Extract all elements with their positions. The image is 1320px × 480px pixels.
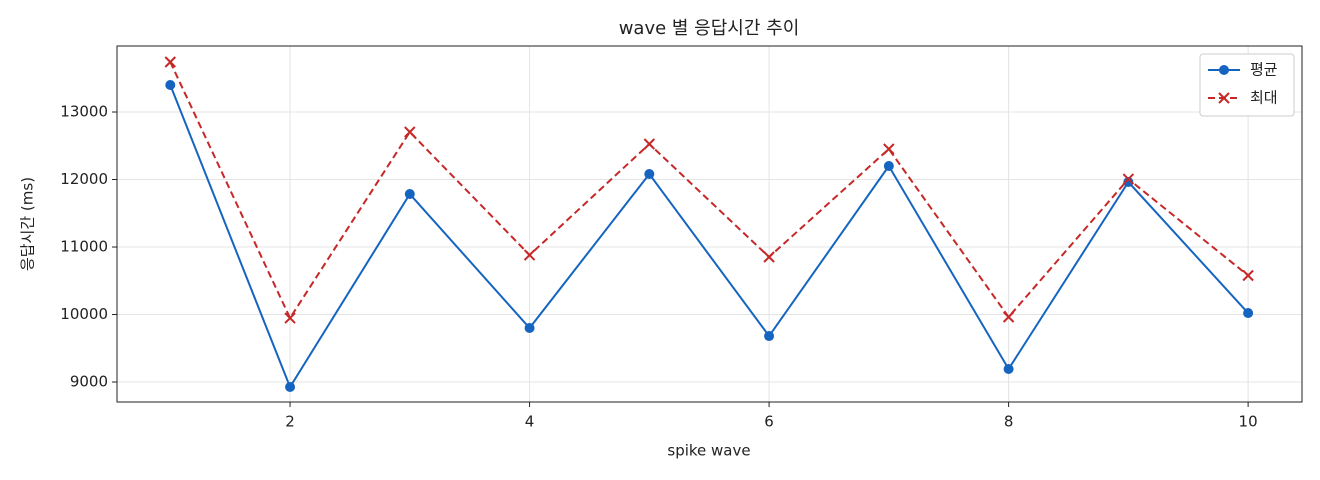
marker	[1122, 173, 1135, 185]
marker	[883, 161, 894, 172]
legend-label: 평균	[1250, 61, 1278, 79]
x-tick-label: 2	[285, 413, 295, 431]
marker	[764, 331, 775, 342]
series-line	[169, 84, 1249, 390]
marker	[883, 143, 895, 155]
x-tick-label: 10	[1239, 413, 1258, 431]
marker	[643, 138, 656, 150]
legend-box	[1199, 53, 1295, 117]
x-tick-label: 8	[1004, 413, 1014, 431]
marker	[404, 189, 415, 200]
plot-frame	[116, 45, 1303, 403]
marker	[523, 249, 536, 261]
marker	[524, 323, 535, 334]
chart-title: wave 별 응답시간 추이	[619, 18, 800, 39]
x-tick-label: 4	[525, 413, 535, 431]
marker	[644, 169, 655, 180]
legend-marker	[1219, 65, 1229, 75]
marker	[285, 382, 296, 393]
x-tick-label: 6	[764, 413, 774, 431]
marker	[1002, 311, 1015, 323]
y-axis-label: 응답시간 (ms)	[19, 177, 37, 271]
y-tick-label: 13000	[60, 103, 108, 121]
legend-label: 최대	[1250, 89, 1278, 107]
marker	[1003, 363, 1014, 374]
y-tick-label: 9000	[70, 373, 108, 391]
marker	[164, 56, 176, 68]
marker	[284, 312, 296, 324]
marker	[165, 80, 176, 91]
y-tick-label: 10000	[60, 305, 108, 323]
legend-marker	[1218, 92, 1230, 104]
y-tick-label: 11000	[60, 238, 108, 256]
marker	[1242, 269, 1254, 282]
marker	[404, 126, 416, 138]
x-axis-label: spike wave	[667, 442, 750, 460]
marker	[1243, 308, 1254, 319]
marker	[763, 251, 775, 263]
marker	[1123, 177, 1134, 188]
y-tick-label: 12000	[60, 170, 108, 188]
